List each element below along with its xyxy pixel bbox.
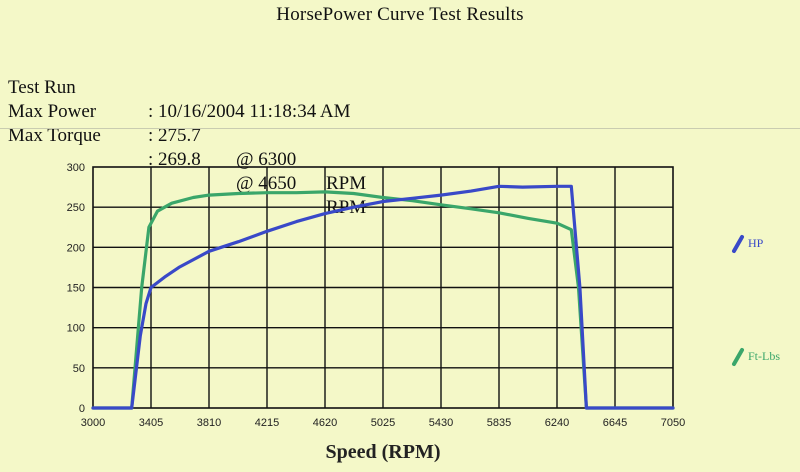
x-tick-label: 4620 [313, 417, 337, 429]
y-tick-label: 0 [79, 403, 85, 415]
x-tick-label: 3810 [197, 417, 221, 429]
info-value: : 275.7 [148, 125, 201, 146]
info-row-max-power: Max Power : 275.7 @ 6300 RPM [8, 76, 366, 196]
info-key: Test Run [8, 77, 76, 98]
info-key: Max Power [8, 101, 97, 122]
x-tick-label: 3000 [81, 417, 105, 429]
y-tick-label: 300 [67, 162, 85, 174]
y-tick-label: 250 [67, 202, 85, 214]
x-tick-label: 6645 [603, 417, 627, 429]
x-axis-label: Speed (RPM) [326, 441, 441, 463]
y-tick-label: 150 [67, 283, 85, 295]
chart-grid [92, 166, 674, 409]
info-at-rpm: @ 6300 [236, 149, 297, 170]
x-tick-label: 3405 [139, 417, 163, 429]
header-divider [0, 128, 800, 129]
chart-series [91, 184, 675, 410]
legend-label-hp: HP [748, 236, 764, 250]
info-row-test-run: Test Run : 10/16/2004 11:18:34 AM [8, 52, 351, 124]
x-tick-label: 6240 [545, 417, 569, 429]
legend-swatch-ft-lbs [732, 348, 744, 366]
chart-ticks: 3000 3405 3810 4215 4620 5025 5430 5835 6240 6645… [67, 162, 686, 429]
info-value: : 269.8 [148, 149, 201, 170]
info-unit: RPM [326, 173, 367, 194]
legend-swatch-hp [732, 235, 744, 253]
info-key: Max Torque [8, 125, 101, 146]
y-tick-label: 50 [73, 363, 85, 375]
info-at-rpm: @ 4650 [236, 173, 297, 194]
report-title: HorsePower Curve Test Results [276, 4, 524, 25]
series-line-hp [91, 184, 675, 410]
y-tick-label: 100 [67, 323, 85, 335]
x-tick-label: 5430 [429, 417, 453, 429]
series-line-ft-lbs [91, 190, 675, 410]
x-tick-label: 7050 [661, 417, 685, 429]
info-value: : 10/16/2004 11:18:34 AM [148, 101, 351, 122]
x-tick-label: 5025 [371, 417, 395, 429]
x-tick-label: 5835 [487, 417, 511, 429]
legend-label-ft-lbs: Ft-Lbs [748, 349, 780, 363]
x-tick-label: 4215 [255, 417, 279, 429]
chart-legend: HP Ft-Lbs [732, 235, 780, 366]
y-tick-label: 200 [67, 242, 85, 254]
